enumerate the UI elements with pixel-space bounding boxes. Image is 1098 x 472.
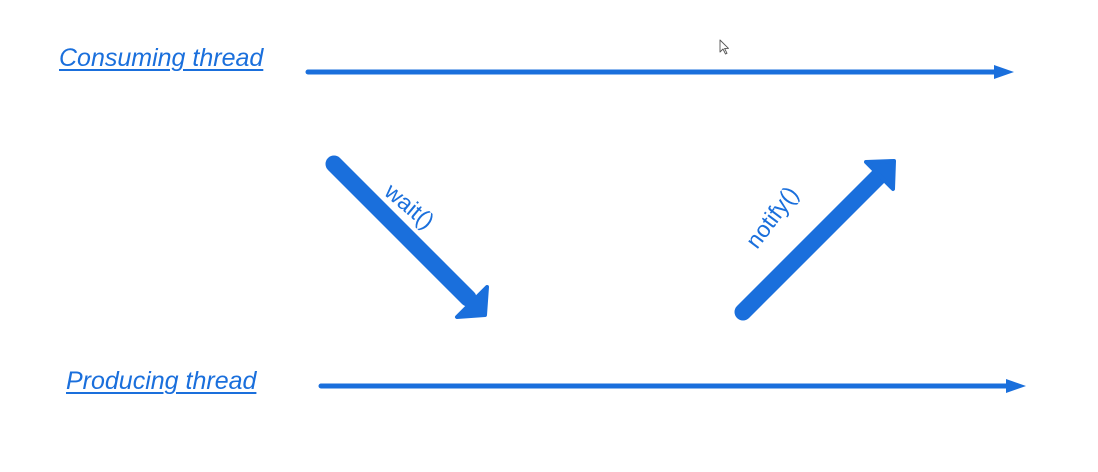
producing-thread-label: Producing thread: [66, 367, 257, 395]
notify-call-label: notify(): [740, 181, 803, 253]
producing-thread-arrow: [318, 379, 1026, 393]
notify-arrow: [734, 159, 896, 321]
wait-arrow: [325, 155, 489, 319]
consuming-thread-label: Consuming thread: [59, 44, 264, 72]
consuming-thread-arrow: [305, 65, 1014, 79]
mouse-cursor-icon: [719, 39, 729, 55]
